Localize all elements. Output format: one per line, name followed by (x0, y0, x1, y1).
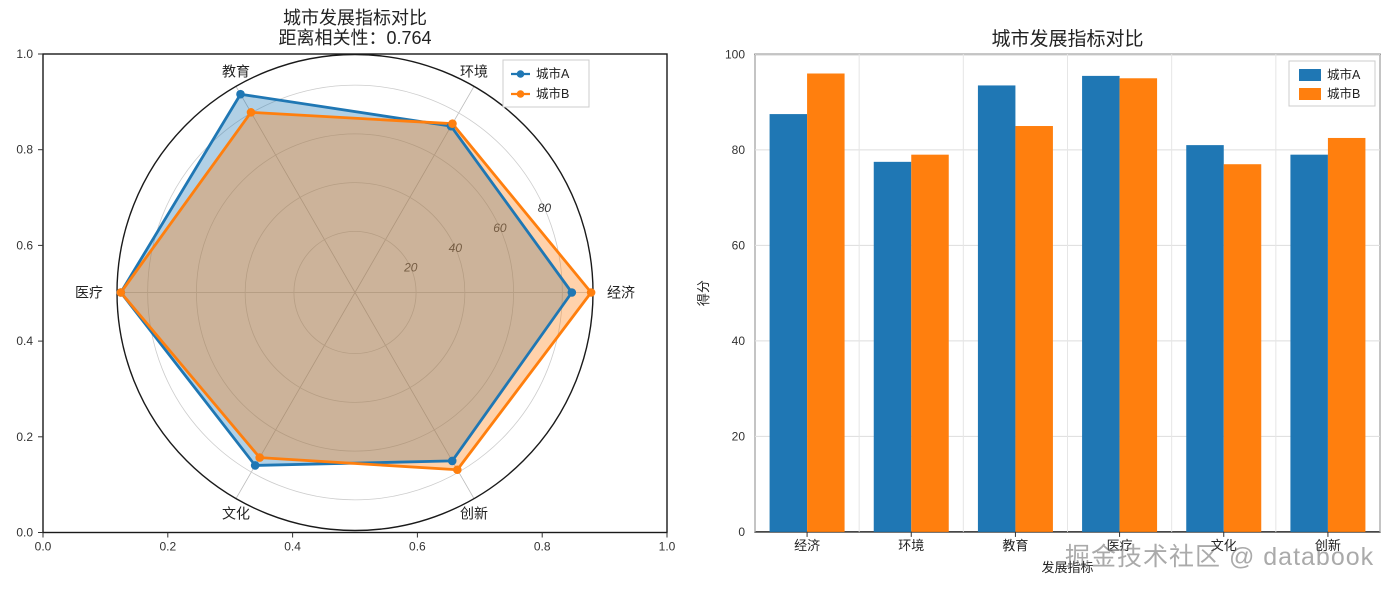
svg-text:创新: 创新 (1315, 538, 1341, 553)
svg-text:0.8: 0.8 (534, 540, 551, 554)
svg-text:0.2: 0.2 (16, 430, 33, 444)
svg-text:0: 0 (738, 525, 745, 539)
svg-text:城市发展指标对比: 城市发展指标对比 (283, 8, 427, 28)
svg-text:80: 80 (732, 143, 746, 157)
svg-text:教育: 教育 (222, 63, 250, 79)
svg-text:100: 100 (725, 47, 745, 61)
svg-text:80: 80 (538, 201, 552, 215)
svg-text:1.0: 1.0 (659, 540, 676, 554)
svg-text:城市B: 城市B (536, 86, 569, 101)
svg-text:经济: 经济 (794, 538, 820, 553)
svg-text:0.0: 0.0 (35, 540, 52, 554)
svg-text:城市A: 城市A (536, 66, 570, 81)
svg-text:20: 20 (732, 429, 746, 443)
svg-text:1.0: 1.0 (16, 47, 33, 61)
svg-text:发展指标: 发展指标 (1041, 560, 1093, 575)
svg-text:60: 60 (732, 238, 746, 252)
svg-text:环境: 环境 (460, 63, 488, 79)
svg-text:城市发展指标对比: 城市发展指标对比 (991, 28, 1143, 50)
svg-text:创新: 创新 (460, 506, 488, 522)
svg-text:0.4: 0.4 (16, 334, 33, 348)
svg-text:环境: 环境 (898, 538, 924, 553)
svg-text:0.8: 0.8 (16, 143, 33, 157)
svg-text:0.6: 0.6 (16, 238, 33, 252)
svg-text:得分: 得分 (696, 280, 711, 306)
svg-text:0.2: 0.2 (159, 540, 176, 554)
svg-text:教育: 教育 (1002, 538, 1028, 553)
svg-text:文化: 文化 (1211, 538, 1237, 553)
svg-text:经济: 经济 (607, 285, 635, 301)
svg-text:距离相关性：0.764: 距离相关性：0.764 (278, 28, 431, 48)
svg-text:0.0: 0.0 (16, 526, 33, 540)
svg-text:医疗: 医疗 (1107, 538, 1133, 553)
svg-text:文化: 文化 (222, 506, 250, 522)
svg-text:城市A: 城市A (1327, 67, 1361, 82)
svg-text:0.6: 0.6 (409, 540, 426, 554)
svg-text:0.4: 0.4 (284, 540, 301, 554)
svg-text:城市B: 城市B (1327, 86, 1360, 101)
svg-text:医疗: 医疗 (75, 285, 103, 301)
svg-text:40: 40 (732, 334, 746, 348)
